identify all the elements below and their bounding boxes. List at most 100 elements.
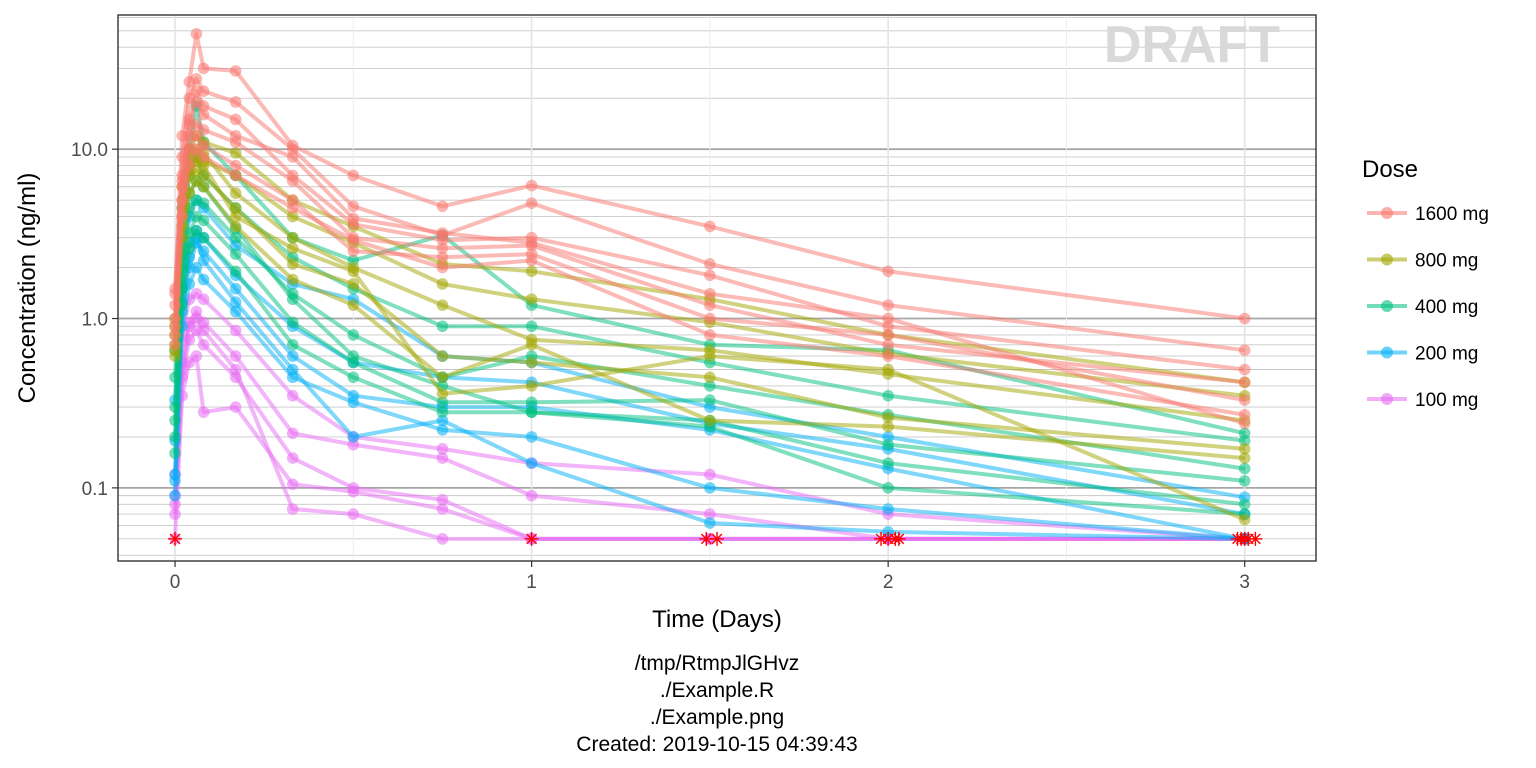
watermark-text: DRAFT (1104, 16, 1280, 74)
data-point (1238, 498, 1251, 511)
series-lines (169, 28, 1251, 545)
data-point (286, 202, 299, 214)
data-point (190, 224, 203, 237)
data-point (286, 338, 299, 351)
data-point (229, 129, 242, 142)
data-point (347, 265, 360, 278)
legend-item: 400 mg (1367, 297, 1478, 318)
data-point (704, 482, 716, 494)
data-point (436, 406, 449, 418)
data-point (347, 350, 360, 362)
legend-title: Dose (1362, 156, 1418, 183)
data-point (704, 329, 716, 341)
blq-marker-stroke (893, 533, 905, 545)
data-point (704, 220, 716, 233)
data-point (1238, 394, 1251, 406)
data-point (286, 210, 299, 223)
data-point (197, 151, 210, 163)
data-point (197, 108, 210, 121)
y-axis-ticks: 0.1 1.0 10.0 (71, 140, 118, 500)
data-point (169, 338, 181, 351)
data-point (525, 338, 538, 351)
data-point (229, 96, 242, 108)
data-point (286, 242, 299, 255)
data-point (347, 278, 360, 290)
data-point (704, 517, 716, 529)
data-point (229, 363, 242, 376)
legend-items: 1600 mg 800 mg 400 mg 200 mg 100 mg (1367, 204, 1489, 411)
data-point (197, 197, 210, 209)
legend-key-point (1381, 393, 1393, 405)
data-point (882, 411, 894, 424)
data-point (436, 371, 449, 384)
data-point (882, 338, 894, 351)
blq-markers (168, 531, 1263, 546)
data-point (1238, 344, 1251, 357)
data-point (436, 443, 449, 455)
data-point (176, 175, 188, 187)
legend: Dose 1600 mg 800 mg 400 mg 200 mg 100 mg (1362, 156, 1489, 411)
data-point (1238, 513, 1251, 526)
x-tick-label: 3 (1239, 572, 1250, 593)
data-point (704, 394, 716, 406)
data-point (1238, 434, 1251, 447)
data-point (1238, 452, 1251, 464)
data-point (229, 113, 242, 126)
series-group (169, 28, 1251, 430)
data-point (704, 350, 716, 362)
data-point (229, 282, 242, 295)
data-point (286, 389, 299, 402)
data-point (525, 237, 538, 249)
data-point (704, 414, 716, 427)
data-point (197, 159, 210, 172)
data-point (286, 350, 299, 362)
data-point (229, 350, 242, 362)
data-point (436, 387, 449, 400)
data-point (882, 350, 894, 362)
data-point (525, 406, 538, 418)
data-point (286, 231, 299, 244)
x-axis-title: Time (Days) (652, 606, 782, 633)
x-tick-label: 2 (883, 572, 894, 593)
data-point (286, 273, 299, 286)
data-point (347, 371, 360, 384)
x-tick-label: 1 (526, 572, 537, 593)
caption-line-created: Created: 2019-10-15 04:39:43 (576, 733, 857, 756)
caption-line-output: ./Example.png (650, 706, 784, 729)
blq-marker (710, 531, 724, 546)
panel-border (117, 14, 1317, 562)
blq-marker-stroke (169, 533, 181, 545)
data-point (436, 452, 449, 464)
data-point (525, 431, 538, 443)
data-point (436, 320, 449, 333)
data-point (882, 265, 894, 278)
data-point (1238, 312, 1251, 325)
data-point (436, 503, 449, 515)
data-point (436, 227, 449, 239)
data-point (525, 396, 538, 409)
data-point (704, 312, 716, 325)
data-point (704, 269, 716, 282)
legend-key-point (1381, 207, 1393, 219)
data-point (229, 169, 242, 182)
data-point (882, 299, 894, 311)
data-point (525, 457, 538, 469)
data-point (286, 293, 299, 306)
data-point (286, 258, 299, 270)
data-point (347, 299, 360, 311)
x-axis-ticks: 0 1 2 3 (170, 561, 1250, 593)
data-point (1238, 443, 1251, 455)
data-point (190, 143, 203, 155)
caption-line-tmpdir: /tmp/RtmpJlGHvz (635, 652, 800, 675)
data-point (347, 329, 360, 341)
data-point (347, 200, 360, 213)
data-point (347, 396, 360, 409)
data-point (190, 312, 203, 325)
data-point (704, 508, 716, 520)
data-point (286, 452, 299, 464)
data-point (169, 414, 181, 427)
data-point (197, 273, 210, 286)
data-point (347, 485, 360, 498)
data-point (229, 324, 242, 337)
data-point (1238, 475, 1251, 487)
